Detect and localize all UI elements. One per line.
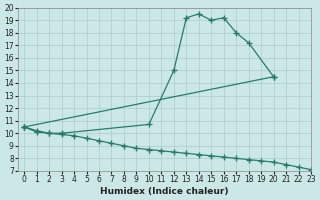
- X-axis label: Humidex (Indice chaleur): Humidex (Indice chaleur): [100, 187, 229, 196]
